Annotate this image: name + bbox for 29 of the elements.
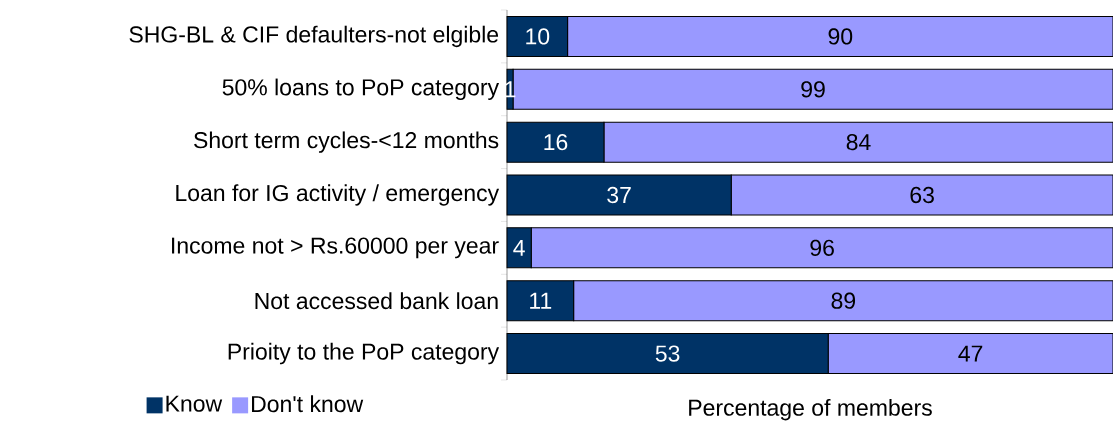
bar bbox=[827, 333, 1113, 375]
data-label: 89 bbox=[831, 292, 856, 309]
data-label: 16 bbox=[544, 134, 568, 151]
bar bbox=[530, 227, 1113, 269]
y-tick-label: Not accessed bank loan bbox=[255, 292, 498, 310]
bar bbox=[573, 280, 1113, 322]
y-tick-label: Income not > Rs.60000 per year bbox=[172, 237, 499, 259]
legend-label: Don't know bbox=[252, 395, 364, 413]
y-tick-label: Short term cycles-<12 months bbox=[194, 131, 499, 153]
y-tick-label: 50% loans to PoP category bbox=[222, 78, 500, 100]
bar bbox=[603, 121, 1113, 163]
data-label: 53 bbox=[655, 345, 680, 362]
legend-label: Know bbox=[166, 395, 223, 412]
y-tick-label: SHG-BL & CIF defaulters-not elgible bbox=[129, 25, 499, 48]
data-label: 37 bbox=[607, 186, 631, 204]
y-tick-label: Loan for IG activity / emergency bbox=[176, 184, 500, 206]
data-label: 99 bbox=[801, 81, 825, 98]
y-tick-label: Prioity to the PoP category bbox=[228, 342, 500, 365]
bar bbox=[567, 15, 1113, 57]
data-label: 63 bbox=[910, 186, 934, 204]
data-label: 96 bbox=[810, 239, 834, 256]
bar bbox=[730, 174, 1113, 216]
data-label: 47 bbox=[958, 345, 983, 362]
data-label: 90 bbox=[828, 28, 853, 45]
x-axis-title: Percentage of members bbox=[689, 398, 932, 421]
data-label: 10 bbox=[526, 28, 550, 45]
data-label: 11 bbox=[530, 292, 552, 309]
data-label: 4 bbox=[513, 239, 525, 256]
data-label: 84 bbox=[846, 134, 871, 151]
